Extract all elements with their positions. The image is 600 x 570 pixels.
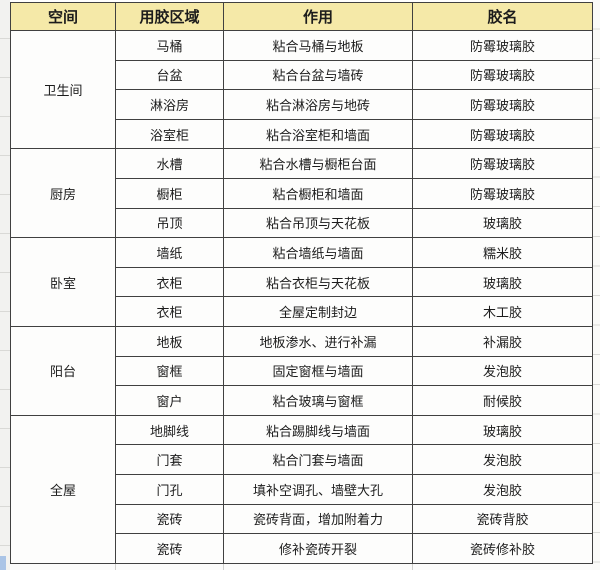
space-cell: 卧室 [10, 237, 116, 327]
glue-cell: 发泡胶 [412, 355, 593, 387]
area-cell: 淋浴房 [115, 89, 224, 120]
use-cell: 粘合门套与墙面 [223, 444, 413, 475]
glue-cell: 防霉玻璃胶 [412, 59, 593, 91]
table-row: 窗框 固定窗框与墙面 发泡胶 [11, 355, 593, 387]
use-cell: 粘合橱柜和墙面 [223, 177, 413, 209]
glue-cell: 补漏胶 [412, 325, 593, 357]
header-glue: 胶名 [412, 2, 593, 31]
glue-table-body: 卫生间 马桶 粘合马桶与地板 防霉玻璃胶 台盆 粘合台盆与墙砖 防霉玻璃胶 淋浴房 粘合淋浴房与… [10, 29, 593, 564]
table-row: 全屋 地脚线 粘合踢脚线与墙面 玻璃胶 [10, 414, 593, 564]
table-row: 台盆 粘合台盆与墙砖 防霉玻璃胶 [11, 59, 593, 91]
sheet-gridline [223, 563, 224, 570]
area-cell: 瓷砖 [115, 533, 224, 564]
use-cell: 全屋定制封边 [223, 296, 413, 327]
area-cell: 马桶 [115, 30, 224, 61]
use-cell: 填补空调孔、墙壁大孔 [223, 473, 413, 505]
use-cell: 粘合衣柜与天花板 [223, 266, 413, 298]
area-cell: 橱柜 [115, 177, 224, 209]
area-cell: 窗框 [115, 355, 224, 387]
table-row: 窗户 粘合玻璃与窗框 耐候胶 [11, 385, 593, 416]
table-row: 瓷砖 瓷砖背面，增加附着力 瓷砖背胶 [11, 503, 593, 535]
sheet-bottom-margin [10, 563, 592, 570]
use-cell: 粘合墙纸与墙面 [223, 237, 413, 268]
glue-cell: 耐候胶 [412, 385, 593, 416]
area-cell: 窗户 [115, 385, 224, 416]
sheet-left-margin [0, 0, 10, 570]
glue-cell: 防霉玻璃胶 [412, 177, 593, 209]
table-row: 淋浴房 粘合淋浴房与地砖 防霉玻璃胶 [11, 89, 593, 120]
space-cell: 卫生间 [10, 29, 116, 150]
header-row: 空间 用胶区域 作用 胶名 [10, 2, 593, 31]
space-cell: 厨房 [10, 148, 116, 239]
area-cell: 墙纸 [115, 237, 224, 268]
glue-cell: 玻璃胶 [412, 266, 593, 298]
sheet-right-margin [592, 0, 600, 570]
use-cell: 固定窗框与墙面 [223, 355, 413, 387]
use-cell: 地板渗水、进行补漏 [223, 325, 413, 357]
table-row: 门套 粘合门套与墙面 发泡胶 [11, 444, 593, 475]
space-cell: 全屋 [10, 414, 116, 564]
sheet-gridline [412, 563, 413, 570]
table-row: 衣柜 全屋定制封边 木工胶 [11, 296, 593, 327]
table-row: 瓷砖 修补瓷砖开裂 瓷砖修补胶 [11, 533, 593, 564]
use-cell: 粘合浴室柜和墙面 [223, 118, 413, 150]
glue-cell: 木工胶 [412, 296, 593, 327]
glue-usage-table: 空间 用胶区域 作用 胶名 卫生间 马桶 粘合马桶与地板 防霉玻璃胶 台盆 粘合台盆与墙砖… [10, 2, 593, 564]
area-cell: 门孔 [115, 473, 224, 505]
cell-selection-fragment [0, 556, 6, 570]
area-cell: 门套 [115, 444, 224, 475]
area-cell: 台盆 [115, 59, 224, 91]
header-space: 空间 [10, 2, 116, 31]
glue-cell: 糯米胶 [412, 237, 593, 268]
use-cell: 粘合踢脚线与墙面 [223, 414, 413, 446]
table-row: 厨房 水槽 粘合水槽与橱柜台面 防霉玻璃胶 [10, 148, 593, 239]
glue-cell: 发泡胶 [412, 444, 593, 475]
table-row: 卧室 墙纸 粘合墙纸与墙面 糯米胶 [10, 237, 593, 327]
glue-cell: 防霉玻璃胶 [412, 118, 593, 150]
glue-cell: 防霉玻璃胶 [412, 89, 593, 120]
area-cell: 衣柜 [115, 266, 224, 298]
glue-cell: 玻璃胶 [412, 207, 593, 239]
glue-cell: 瓷砖背胶 [412, 503, 593, 535]
glue-cell: 瓷砖修补胶 [412, 533, 593, 564]
table-row: 浴室柜 粘合浴室柜和墙面 防霉玻璃胶 [11, 118, 593, 150]
area-cell: 浴室柜 [115, 118, 224, 150]
header-area: 用胶区域 [115, 2, 224, 31]
use-cell: 粘合淋浴房与地砖 [223, 89, 413, 120]
area-cell: 水槽 [115, 148, 224, 179]
use-cell: 粘合马桶与地板 [223, 30, 413, 61]
glue-cell: 防霉玻璃胶 [412, 30, 593, 61]
area-cell: 吊顶 [115, 207, 224, 239]
area-cell: 地脚线 [115, 414, 224, 446]
glue-cell: 发泡胶 [412, 473, 593, 505]
area-cell: 衣柜 [115, 296, 224, 327]
table-row: 门孔 填补空调孔、墙壁大孔 发泡胶 [11, 473, 593, 505]
use-cell: 粘合吊顶与天花板 [223, 207, 413, 239]
table-row: 卫生间 马桶 粘合马桶与地板 防霉玻璃胶 [10, 29, 593, 150]
header-function: 作用 [223, 2, 413, 31]
glue-cell: 防霉玻璃胶 [412, 148, 593, 179]
space-cell: 阳台 [10, 325, 116, 416]
use-cell: 粘合水槽与橱柜台面 [223, 148, 413, 179]
table-row: 吊顶 粘合吊顶与天花板 玻璃胶 [11, 207, 593, 239]
use-cell: 瓷砖背面，增加附着力 [223, 503, 413, 535]
table-row: 阳台 地板 地板渗水、进行补漏 补漏胶 [10, 325, 593, 416]
sheet-gridline [115, 563, 116, 570]
use-cell: 修补瓷砖开裂 [223, 533, 413, 564]
use-cell: 粘合台盆与墙砖 [223, 59, 413, 91]
table-row: 橱柜 粘合橱柜和墙面 防霉玻璃胶 [11, 177, 593, 209]
use-cell: 粘合玻璃与窗框 [223, 385, 413, 416]
glue-cell: 玻璃胶 [412, 414, 593, 446]
area-cell: 瓷砖 [115, 503, 224, 535]
area-cell: 地板 [115, 325, 224, 357]
